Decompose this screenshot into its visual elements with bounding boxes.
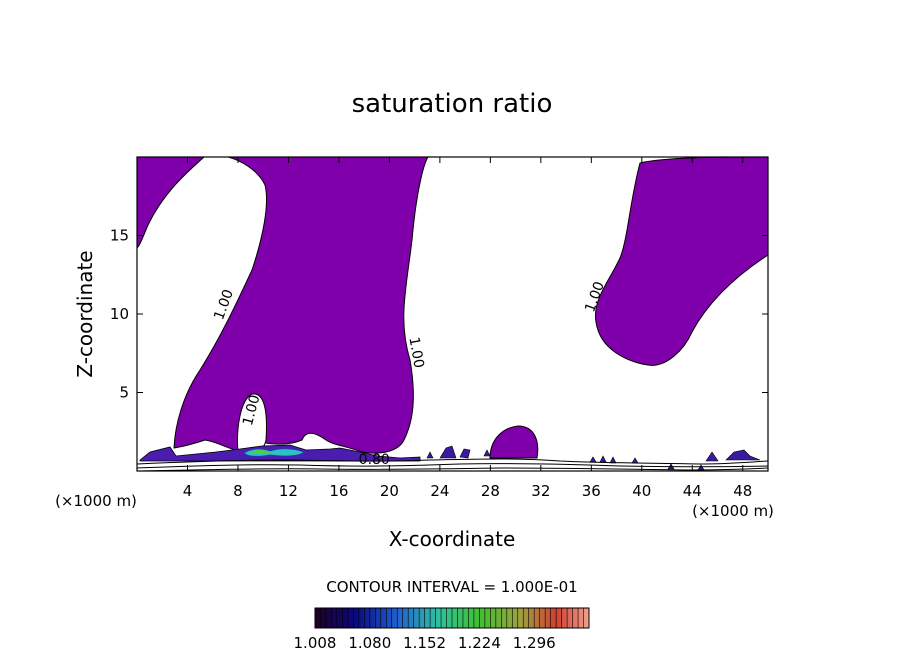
chart-title: saturation ratio: [352, 89, 553, 119]
x-tick-label: 8: [233, 482, 243, 500]
colorbar-label: 1.296: [513, 634, 556, 652]
contour-fills: [137, 157, 768, 471]
x-tick-label: 32: [531, 482, 550, 500]
colorbar-label: 1.224: [458, 634, 501, 652]
x-tick-label: 24: [430, 482, 449, 500]
y-tick-label: 5: [119, 384, 129, 402]
colorbar-labels: 1.008 1.080 1.152 1.224 1.296: [294, 634, 556, 652]
x-tick-label: 48: [733, 482, 752, 500]
x-unit-left: (×1000 m): [55, 492, 137, 510]
saturated-region-central: [173, 157, 429, 454]
contour-label: 1.00: [240, 393, 264, 427]
x-tick-label: 36: [582, 482, 601, 500]
y-axis-label: Z-coordinate: [73, 250, 97, 377]
y-ticks: 5 10 15: [110, 227, 768, 402]
saturated-bubble-30km: [489, 425, 539, 459]
x-unit-right: (×1000 m): [692, 502, 774, 520]
x-tick-label: 28: [481, 482, 500, 500]
x-ticks: 4 8 12 16 20 24 28 32 36 40 44 48: [183, 157, 752, 500]
colorbar-label: 1.080: [348, 634, 391, 652]
x-tick-label: 12: [279, 482, 298, 500]
x-tick-label: 40: [632, 482, 651, 500]
saturated-region-right: [594, 157, 768, 366]
colorbar-ticks: [314, 608, 590, 628]
x-tick-label: 16: [329, 482, 348, 500]
y-tick-label: 15: [110, 227, 129, 245]
contour-interval-note: CONTOUR INTERVAL = 1.000E-01: [326, 578, 577, 596]
contour-label: 0.80: [359, 452, 390, 468]
y-tick-label: 10: [110, 305, 129, 323]
contour-label: 1.00: [405, 336, 426, 369]
colorbar-label: 1.008: [294, 634, 337, 652]
x-tick-label: 4: [183, 482, 193, 500]
colorbar-label: 1.152: [403, 634, 446, 652]
x-axis-label: X-coordinate: [389, 527, 516, 551]
cloud-core-green: [250, 450, 272, 454]
x-tick-label: 20: [380, 482, 399, 500]
x-tick-label: 44: [683, 482, 702, 500]
saturated-region-left-edge: [137, 157, 205, 249]
